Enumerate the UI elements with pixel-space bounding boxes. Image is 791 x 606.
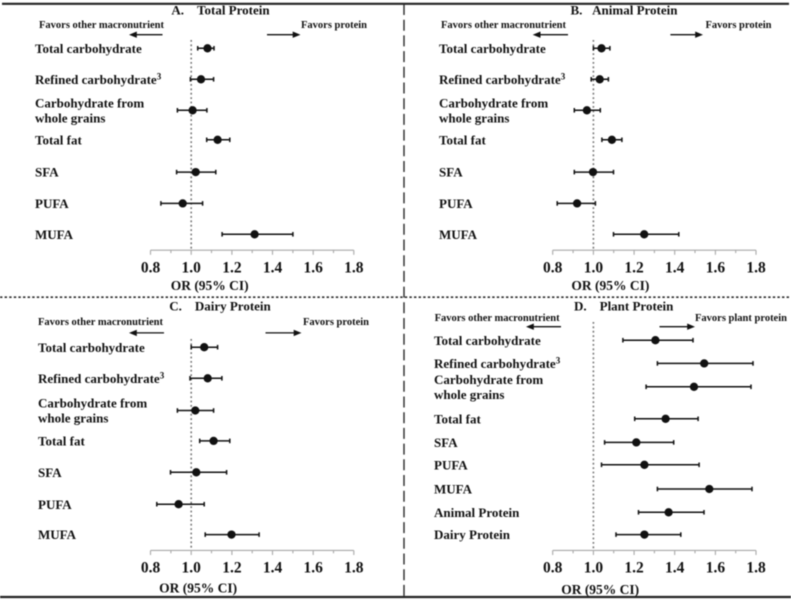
svg-text:1.0: 1.0 — [182, 559, 202, 576]
svg-text:Carbohydrate from: Carbohydrate from — [439, 95, 548, 110]
svg-text:Carbohydrate from: Carbohydrate from — [38, 396, 147, 411]
svg-text:SFA: SFA — [439, 165, 463, 180]
svg-text:1.6: 1.6 — [706, 259, 726, 276]
svg-text:SFA: SFA — [38, 465, 62, 480]
svg-text:Favors plant protein: Favors plant protein — [695, 313, 787, 324]
svg-text:Favors other macronutrient: Favors other macronutrient — [38, 317, 164, 328]
svg-text:0.8: 0.8 — [543, 259, 563, 276]
svg-text:Dairy Protein: Dairy Protein — [434, 527, 511, 542]
svg-text:Total fat: Total fat — [434, 411, 481, 426]
svg-text:0.8: 0.8 — [141, 559, 161, 576]
svg-text:PUFA: PUFA — [35, 196, 69, 211]
svg-text:1.2: 1.2 — [222, 559, 242, 576]
svg-text:1.4: 1.4 — [665, 559, 685, 576]
svg-text:OR (95% CI): OR (95% CI) — [159, 580, 237, 595]
svg-text:Refined carbohydrate3: Refined carbohydrate3 — [439, 71, 566, 87]
svg-text:1.6: 1.6 — [706, 559, 726, 576]
svg-text:Carbohydrate from: Carbohydrate from — [434, 372, 543, 387]
svg-text:PUFA: PUFA — [439, 196, 473, 211]
svg-text:whole grains: whole grains — [439, 110, 509, 125]
svg-text:1.6: 1.6 — [304, 559, 324, 576]
svg-text:1.8: 1.8 — [746, 259, 766, 276]
svg-text:D. Plant Protein: D. Plant Protein — [574, 299, 674, 314]
svg-text:1.2: 1.2 — [222, 259, 242, 276]
svg-text:Total carbohydrate: Total carbohydrate — [35, 41, 142, 56]
svg-text:Refined carbohydrate3: Refined carbohydrate3 — [38, 370, 165, 386]
svg-text:1.0: 1.0 — [584, 559, 604, 576]
svg-text:Refined carbohydrate3: Refined carbohydrate3 — [434, 356, 561, 372]
svg-text:0.8: 0.8 — [543, 559, 563, 576]
svg-text:A. Total Protein: A. Total Protein — [171, 3, 270, 18]
svg-text:C. Dairy Protein: C. Dairy Protein — [169, 299, 271, 314]
svg-text:Favors other macronutrient: Favors other macronutrient — [435, 313, 561, 324]
svg-text:1.2: 1.2 — [624, 559, 644, 576]
svg-text:1.4: 1.4 — [665, 259, 685, 276]
svg-text:OR (95% CI): OR (95% CI) — [561, 582, 639, 597]
svg-text:1.4: 1.4 — [263, 259, 283, 276]
svg-text:B. Animal Protein: B. Animal Protein — [570, 3, 678, 18]
svg-text:Total fat: Total fat — [35, 132, 82, 147]
svg-text:MUFA: MUFA — [439, 227, 478, 242]
svg-text:Carbohydrate from: Carbohydrate from — [35, 95, 144, 110]
svg-text:OR (95% CI): OR (95% CI) — [171, 278, 249, 293]
svg-text:1.0: 1.0 — [182, 259, 202, 276]
svg-text:Total fat: Total fat — [38, 434, 85, 449]
svg-text:1.2: 1.2 — [624, 259, 644, 276]
svg-text:Favors other macronutrient: Favors other macronutrient — [441, 20, 567, 31]
svg-text:1.8: 1.8 — [344, 259, 364, 276]
svg-text:Favors other macronutrient: Favors other macronutrient — [39, 20, 165, 31]
svg-text:Refined carbohydrate3: Refined carbohydrate3 — [35, 71, 162, 87]
svg-text:whole grains: whole grains — [38, 411, 108, 426]
svg-text:PUFA: PUFA — [38, 497, 72, 512]
svg-text:1.4: 1.4 — [263, 559, 283, 576]
svg-text:Total fat: Total fat — [439, 132, 486, 147]
svg-text:1.6: 1.6 — [304, 259, 324, 276]
svg-text:Favors protein: Favors protein — [301, 20, 367, 31]
svg-text:OR (95% CI): OR (95% CI) — [571, 278, 649, 293]
svg-text:SFA: SFA — [35, 165, 59, 180]
svg-text:1.0: 1.0 — [584, 259, 604, 276]
svg-text:MUFA: MUFA — [38, 527, 77, 542]
svg-text:Total carbohydrate: Total carbohydrate — [434, 333, 541, 348]
svg-text:Total carbohydrate: Total carbohydrate — [38, 340, 145, 355]
svg-text:whole grains: whole grains — [35, 110, 105, 125]
svg-text:Animal Protein: Animal Protein — [434, 505, 520, 520]
svg-text:0.8: 0.8 — [141, 259, 161, 276]
svg-text:MUFA: MUFA — [434, 482, 473, 497]
svg-text:1.8: 1.8 — [344, 559, 364, 576]
svg-text:PUFA: PUFA — [434, 457, 468, 472]
svg-text:SFA: SFA — [434, 435, 458, 450]
svg-text:Favors protein: Favors protein — [303, 317, 369, 328]
svg-text:Total carbohydrate: Total carbohydrate — [439, 41, 546, 56]
svg-text:MUFA: MUFA — [35, 227, 74, 242]
svg-text:Favors protein: Favors protein — [706, 20, 772, 31]
svg-text:whole grains: whole grains — [434, 387, 504, 402]
svg-text:1.8: 1.8 — [746, 559, 766, 576]
